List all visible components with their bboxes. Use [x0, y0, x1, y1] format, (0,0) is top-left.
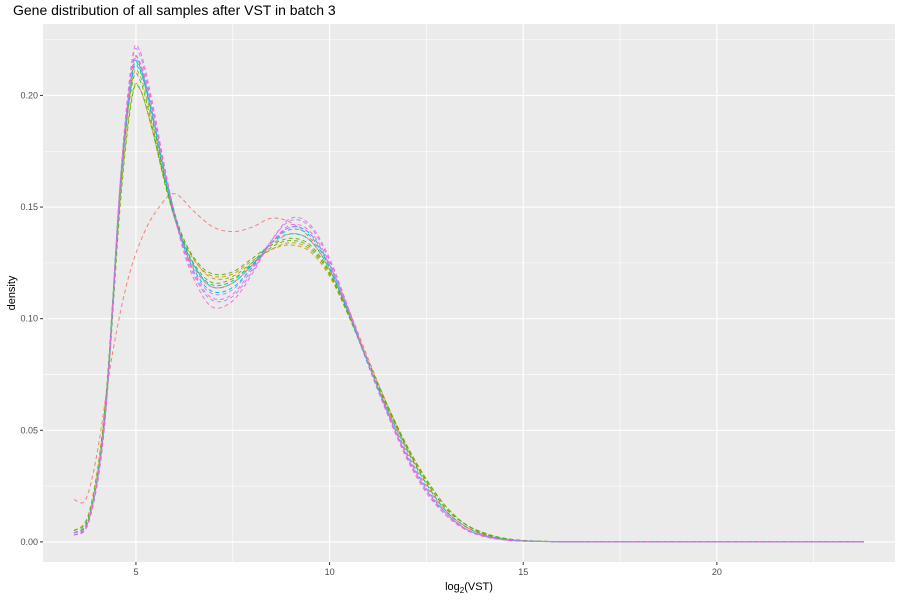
- plot-panel: [43, 24, 895, 562]
- y-tick-label: 0.10: [20, 314, 38, 324]
- density-line-1: [73, 193, 865, 543]
- density-line-12: [73, 44, 865, 543]
- x-tick-label: 5: [133, 567, 138, 577]
- y-tick-label: 0.20: [20, 90, 38, 100]
- density-line-6: [73, 72, 865, 543]
- chart-title: Gene distribution of all samples after V…: [13, 2, 336, 18]
- x-tick-label: 10: [325, 567, 335, 577]
- y-tick-label: 0.15: [20, 202, 38, 212]
- y-tick-label: 0.00: [20, 537, 38, 547]
- x-tick-label: 20: [712, 567, 722, 577]
- y-axis-title: density: [6, 275, 18, 310]
- x-tick-label: 15: [518, 567, 528, 577]
- x-axis-title: log2(VST): [445, 581, 493, 595]
- density-line-9: [73, 64, 865, 543]
- y-axis-ticks: 0.00 0.05 0.10 0.15 0.20: [20, 90, 43, 547]
- minor-gridlines: [43, 24, 895, 562]
- density-series: [73, 44, 865, 543]
- density-line-13: [73, 54, 865, 543]
- x-axis-ticks: 5 10 15 20: [133, 562, 722, 577]
- y-tick-label: 0.05: [20, 425, 38, 435]
